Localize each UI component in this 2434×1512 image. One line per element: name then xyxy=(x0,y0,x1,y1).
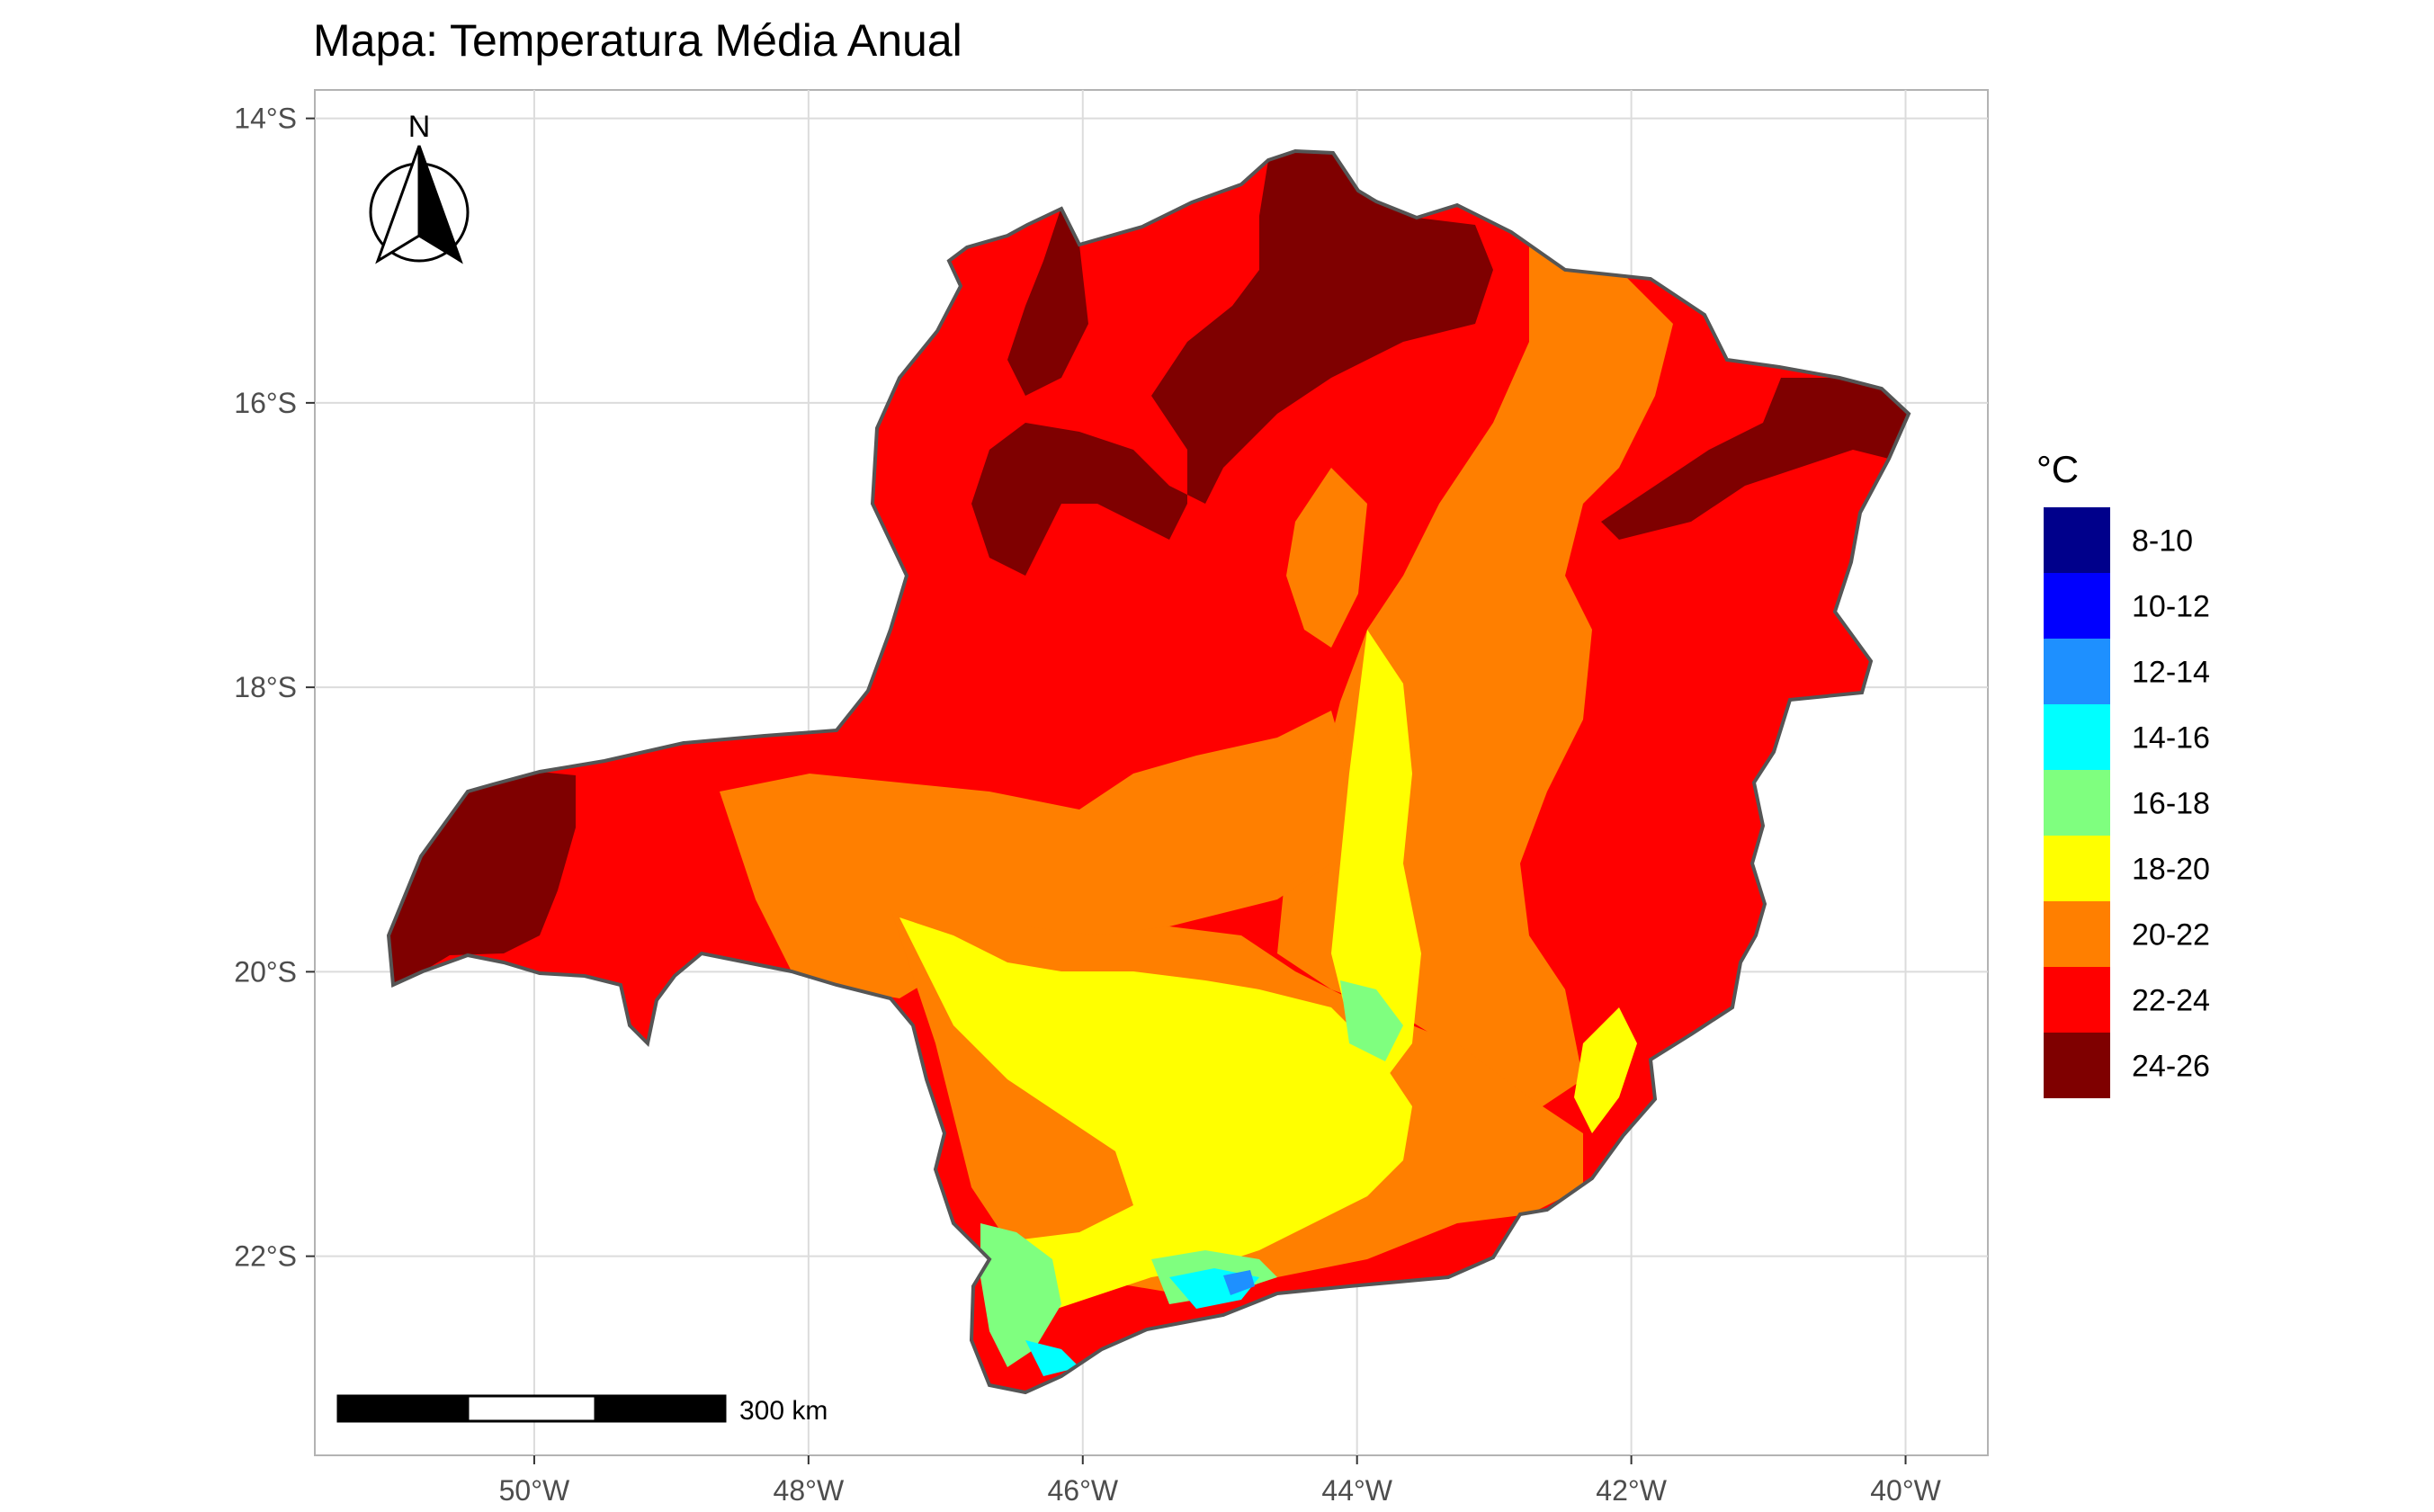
zone-20-22-mid xyxy=(1286,468,1367,648)
legend-label: 18-20 xyxy=(2132,853,2210,887)
x-tick-label: 50°W xyxy=(499,1474,570,1507)
x-axis-ticks: 50°W 48°W 46°W 44°W 42°W 40°W xyxy=(499,1455,1942,1507)
north-arrow-icon: N xyxy=(369,110,470,264)
zone-16-18-ridge xyxy=(1340,980,1403,1061)
legend-swatch xyxy=(2044,507,2110,573)
map-panel: N 300 km xyxy=(314,89,1989,1456)
map-title: Mapa: Temperatura Média Anual xyxy=(313,15,962,66)
zone-24-26-northeast xyxy=(1601,378,1909,540)
zone-24-26-north xyxy=(971,151,1493,576)
legend-swatch xyxy=(2044,704,2110,770)
legend-label: 8-10 xyxy=(2132,524,2193,559)
legend-label: 20-22 xyxy=(2132,918,2210,953)
legend-title: °C xyxy=(2036,448,2079,490)
legend-swatch xyxy=(2044,901,2110,967)
x-tick-label: 42°W xyxy=(1596,1474,1667,1507)
y-tick-label: 20°S xyxy=(234,955,297,988)
legend-swatch xyxy=(2044,967,2110,1033)
zone-12-14 xyxy=(1223,1270,1255,1295)
legend-swatch xyxy=(2044,770,2110,836)
zone-16-18-southwest xyxy=(980,1223,1061,1367)
legend-swatch xyxy=(2044,639,2110,704)
legend-label: 24-26 xyxy=(2132,1050,2210,1084)
legend-swatch xyxy=(2044,836,2110,901)
y-tick-label: 18°S xyxy=(234,671,297,703)
legend-label: 22-24 xyxy=(2132,984,2210,1018)
zone-14-16 xyxy=(1025,1268,1259,1376)
zone-24-26-west xyxy=(389,772,576,985)
zone-24-26-basin xyxy=(1007,207,1088,396)
y-axis-ticks: 14°S 16°S 18°S 20°S 22°S xyxy=(234,103,315,1273)
x-tick-label: 40°W xyxy=(1870,1474,1941,1507)
legend-swatch xyxy=(2044,1033,2110,1098)
y-tick-label: 16°S xyxy=(234,387,297,419)
temperature-legend: °C 8-10 10-12 12-14 14-16 16-18 18-20 20-22 22-… xyxy=(2036,448,2210,1098)
zone-18-20-ridge xyxy=(1331,630,1421,1079)
legend-label: 10-12 xyxy=(2132,590,2210,624)
north-letter: N xyxy=(408,110,431,144)
scale-bar-label: 300 km xyxy=(739,1396,828,1426)
legend-label: 14-16 xyxy=(2132,721,2210,756)
zone-18-20-south xyxy=(899,917,1412,1322)
x-tick-label: 48°W xyxy=(774,1474,845,1507)
legend-label: 16-18 xyxy=(2132,787,2210,821)
x-tick-label: 46°W xyxy=(1047,1474,1118,1507)
y-tick-label: 22°S xyxy=(234,1240,297,1273)
legend-label: 12-14 xyxy=(2132,656,2210,690)
zone-20-22-central xyxy=(720,711,1349,998)
scale-bar: 300 km xyxy=(336,1394,828,1426)
y-tick-label: 14°S xyxy=(234,103,297,135)
zone-18-20-east xyxy=(1574,1007,1637,1133)
x-tick-label: 44°W xyxy=(1321,1474,1392,1507)
legend-swatch xyxy=(2044,573,2110,639)
